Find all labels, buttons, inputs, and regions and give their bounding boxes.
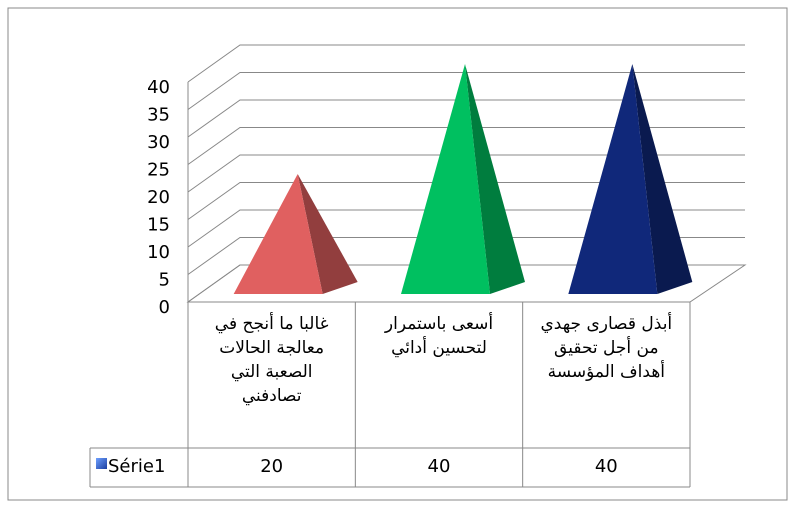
pyramid-side (465, 64, 525, 294)
y-tick-label: 35 (147, 105, 170, 126)
y-tick-label: 15 (147, 215, 170, 236)
table-value: 20 (260, 456, 284, 477)
y-tick-label: 5 (159, 270, 170, 291)
y-tick-label: 10 (147, 242, 170, 263)
grid-line (187, 209, 745, 248)
x-category-label: أبذل قصارى جهدي من أجل تحقيق أهداف المؤس… (540, 314, 673, 382)
y-tick-label: 30 (147, 132, 170, 153)
y-tick-label: 0 (159, 297, 170, 318)
table-value: 40 (594, 456, 618, 477)
legend-label: Série1 (108, 456, 166, 477)
y-tick-label: 20 (147, 187, 170, 208)
grid-line (187, 182, 745, 220)
x-category-label: أسعى باستمرار لتحسين أدائي (384, 314, 494, 358)
pyramid-side (297, 174, 358, 294)
legend-marker (96, 458, 107, 469)
table-value: 40 (427, 456, 451, 477)
pyramid-side (632, 64, 693, 294)
y-tick-label: 25 (147, 160, 170, 181)
grid-line (187, 154, 745, 193)
x-category-label: غالبا ما أنجح في معالجة الحالات الصعبة ا… (214, 314, 329, 406)
pyramid-front (568, 64, 658, 294)
grid-line (187, 99, 745, 138)
grid-line (187, 127, 745, 165)
grid-line (187, 72, 745, 110)
grid-line (187, 44, 745, 83)
pyramid-front (233, 174, 323, 294)
pyramid-front (401, 64, 490, 294)
grid-line (187, 237, 745, 275)
y-tick-label: 40 (147, 77, 170, 98)
